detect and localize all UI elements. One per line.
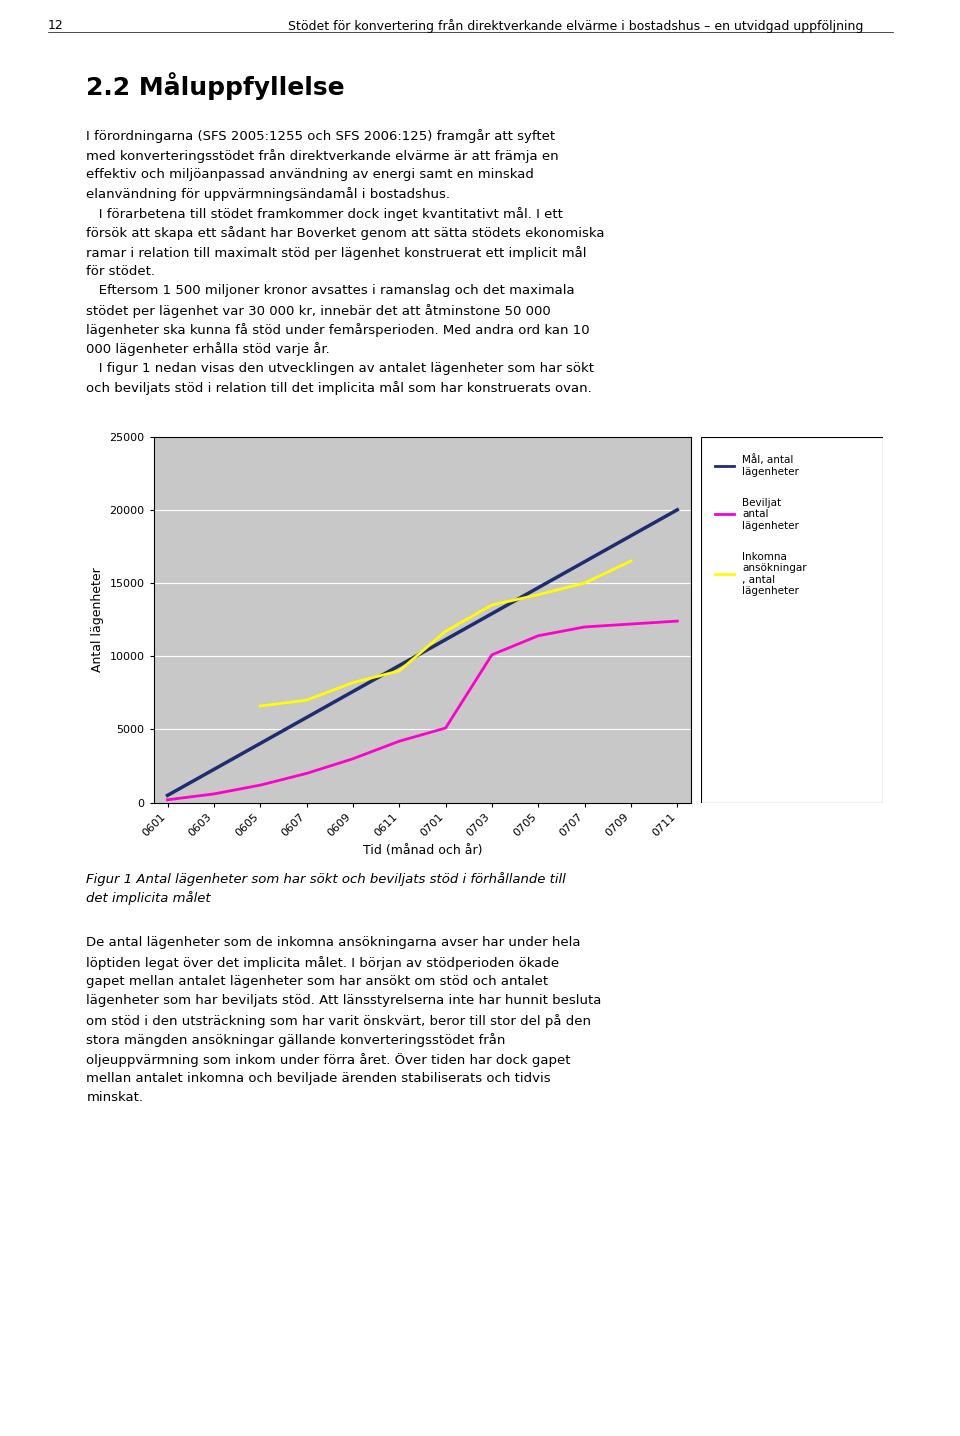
Legend: Mål, antal
lägenheter, Beviljat
antal
lägenheter, Inkomna
ansökningar
, antal
lä: Mål, antal lägenheter, Beviljat antal lä… [709,449,812,602]
Text: med konverteringsstödet från direktverkande elvärme är att främja en: med konverteringsstödet från direktverka… [86,148,559,162]
Text: I förarbetena till stödet framkommer dock inget kvantitativt mål. I ett: I förarbetena till stödet framkommer doc… [86,207,564,221]
Text: De antal lägenheter som de inkomna ansökningarna avser har under hela: De antal lägenheter som de inkomna ansök… [86,936,581,949]
Text: stora mängden ansökningar gällande konverteringsstödet från: stora mängden ansökningar gällande konve… [86,1034,506,1047]
X-axis label: Tid (månad och år): Tid (månad och år) [363,844,482,857]
Text: och beviljats stöd i relation till det implicita mål som har konstruerats ovan.: och beviljats stöd i relation till det i… [86,382,592,395]
Text: stödet per lägenhet var 30 000 kr, innebär det att åtminstone 50 000: stödet per lägenhet var 30 000 kr, inneb… [86,303,551,317]
Text: Eftersom 1 500 miljoner kronor avsattes i ramanslag och det maximala: Eftersom 1 500 miljoner kronor avsattes … [86,284,575,297]
Text: försök att skapa ett sådant har Boverket genom att sätta stödets ekonomiska: försök att skapa ett sådant har Boverket… [86,227,605,240]
Text: mellan antalet inkomna och beviljade ärenden stabiliserats och tidvis: mellan antalet inkomna och beviljade äre… [86,1071,551,1086]
Text: elanvändning för uppvärmningsändamål i bostadshus.: elanvändning för uppvärmningsändamål i b… [86,187,450,201]
Text: gapet mellan antalet lägenheter som har ansökt om stöd och antalet: gapet mellan antalet lägenheter som har … [86,975,548,988]
Text: Stödet för konvertering från direktverkande elvärme i bostadshus – en utvidgad u: Stödet för konvertering från direktverka… [288,19,863,33]
Text: Figur 1 Antal lägenheter som har sökt och beviljats stöd i förhållande till
det : Figur 1 Antal lägenheter som har sökt oc… [86,872,566,905]
FancyBboxPatch shape [701,437,883,803]
Text: 2.2 Måluppfyllelse: 2.2 Måluppfyllelse [86,72,345,99]
Text: minskat.: minskat. [86,1091,143,1104]
Text: 000 lägenheter erhålla stöd varje år.: 000 lägenheter erhålla stöd varje år. [86,342,330,356]
Text: lägenheter ska kunna få stöd under femårsperioden. Med andra ord kan 10: lägenheter ska kunna få stöd under femår… [86,323,590,337]
Y-axis label: Antal lägenheter: Antal lägenheter [91,567,104,672]
Text: ramar i relation till maximalt stöd per lägenhet konstruerat ett implicit mål: ramar i relation till maximalt stöd per … [86,246,587,260]
Text: I figur 1 nedan visas den utvecklingen av antalet lägenheter som har sökt: I figur 1 nedan visas den utvecklingen a… [86,362,594,375]
Text: 12: 12 [48,19,63,32]
Text: om stöd i den utsträckning som har varit önskvärt, beror till stor del på den: om stöd i den utsträckning som har varit… [86,1014,591,1028]
Text: I förordningarna (SFS 2005:1255 och SFS 2006:125) framgår att syftet: I förordningarna (SFS 2005:1255 och SFS … [86,129,556,144]
Text: effektiv och miljöanpassad användning av energi samt en minskad: effektiv och miljöanpassad användning av… [86,168,535,181]
Text: lägenheter som har beviljats stöd. Att länsstyrelserna inte har hunnit besluta: lägenheter som har beviljats stöd. Att l… [86,994,602,1008]
Text: för stödet.: för stödet. [86,264,156,279]
Text: löptiden legat över det implicita målet. I början av stödperioden ökade: löptiden legat över det implicita målet.… [86,956,560,969]
Text: oljeuppvärmning som inkom under förra året. Över tiden har dock gapet: oljeuppvärmning som inkom under förra år… [86,1053,571,1067]
